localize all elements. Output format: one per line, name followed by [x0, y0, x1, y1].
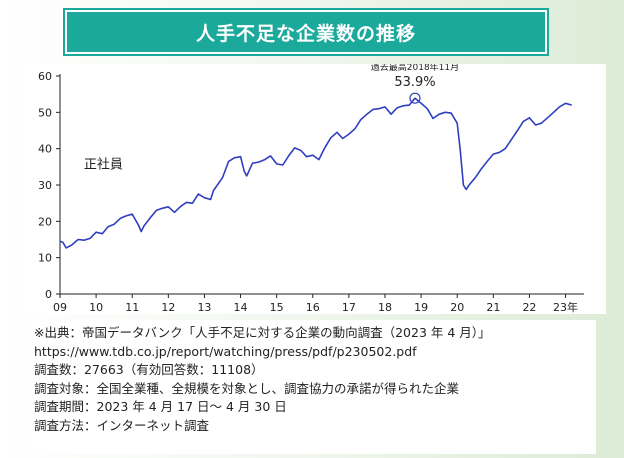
x-tick-label: 22 — [522, 301, 536, 314]
x-tick-label: 09 — [53, 301, 67, 314]
peak-marker — [409, 92, 421, 104]
source-url: https://www.tdb.co.jp/report/watching/pr… — [34, 343, 417, 359]
source-notes: ※出典：帝国データバンク「人手不足に対する企業の動向調査（2023 年 4 月）… — [28, 320, 596, 454]
series-label: 正社員 — [84, 157, 123, 173]
x-tick-label: 15 — [270, 301, 284, 314]
x-tick-label: 12 — [161, 301, 175, 314]
y-tick-label: 40 — [38, 143, 52, 156]
survey-target: 調査対象：全国全業種、全規模を対象とし、調査協力の承諾が得られた企業 — [34, 380, 460, 396]
y-tick-label: 20 — [38, 215, 52, 228]
chart-panel: 0 10 20 30 40 50 60 09 10 11 12 13 14 15 16 17 18 19 20 21 2… — [18, 64, 606, 314]
line-chart: 0 10 20 30 40 50 60 09 10 11 12 13 14 15 16 17 18 19 20 21 2… — [38, 64, 584, 314]
peak-caption: 過去最高2018年11月 — [371, 64, 459, 73]
x-tick-label: 21 — [486, 301, 500, 314]
survey-period: 調査期間：2023 年 4 月 17 日～ 4 月 30 日 — [34, 399, 287, 414]
x-tick-label: 17 — [342, 301, 356, 314]
y-tick-label: 50 — [38, 106, 52, 119]
x-tick-label: 10 — [89, 301, 103, 314]
series-line — [59, 97, 572, 249]
x-tick-label: 16 — [306, 301, 320, 314]
survey-count: 調査数：27663（有効回答数：11108） — [34, 362, 264, 377]
y-tick-label: 10 — [38, 252, 52, 265]
y-tick-label: 30 — [38, 179, 52, 192]
y-tick-label: 60 — [38, 70, 52, 83]
x-tick-label: 18 — [378, 301, 392, 314]
x-tick-label: 23年 — [553, 300, 578, 314]
peak-value-label: 53.9% — [394, 75, 435, 90]
x-tick-label: 14 — [234, 301, 248, 314]
x-tick-label: 11 — [125, 301, 139, 314]
x-tick-label: 13 — [197, 301, 211, 314]
chart-title-banner: 人手不足な企業数の推移 — [63, 8, 549, 56]
source-citation: ※出典：帝国データバンク「人手不足に対する企業の動向調査（2023 年 4 月）… — [34, 325, 491, 340]
y-tick-label: 0 — [45, 288, 52, 301]
x-tick-label: 19 — [414, 301, 428, 314]
chart-title: 人手不足な企業数の推移 — [195, 22, 416, 45]
survey-method: 調査方法：インターネット調査 — [34, 417, 210, 433]
x-tick-label: 20 — [450, 301, 464, 314]
